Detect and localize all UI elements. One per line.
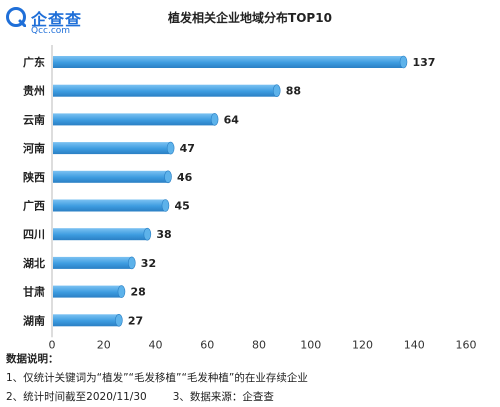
value-label: 32 — [141, 257, 156, 270]
bar-end-cap — [164, 170, 172, 184]
logo-site: Qcc.com — [31, 26, 71, 36]
chart-bars — [53, 55, 408, 327]
bar — [53, 84, 277, 97]
chart-labels: 广东 137 贵州 88 云南 64 河南 47 陕西 46 广西 45 四川 38 湖北 32 甘肃 28 湖南 2… — [23, 55, 435, 327]
value-label: 28 — [130, 286, 145, 299]
value-label: 88 — [286, 85, 301, 98]
bar-end-cap — [210, 113, 219, 126]
value-label: 47 — [180, 142, 195, 155]
category-label: 陕西 — [23, 170, 45, 184]
x-tick-label: 140 — [404, 338, 425, 351]
category-label: 云南 — [23, 112, 45, 126]
chart-axes: 0 20 40 60 80 100 120 140 160 — [49, 45, 477, 351]
bar — [53, 256, 132, 269]
bar-end-cap — [117, 285, 126, 298]
notes-heading: 数据说明： — [6, 353, 59, 365]
value-label: 46 — [177, 171, 193, 184]
category-label: 甘肃 — [23, 285, 45, 299]
bar — [53, 142, 171, 155]
logo: 企查查 Qcc.com — [6, 4, 116, 40]
company-logo-icon — [6, 7, 26, 27]
bar-end-cap — [143, 227, 152, 241]
x-tick-label: 80 — [252, 338, 266, 351]
category-label: 广东 — [23, 55, 45, 69]
category-label: 河南 — [23, 141, 45, 155]
bar-end-cap — [115, 313, 123, 327]
x-tick-label: 40 — [149, 338, 163, 351]
bar — [53, 285, 122, 298]
logo-name: 企查查 — [31, 10, 83, 29]
value-label: 27 — [128, 314, 143, 327]
x-tick-label: 100 — [300, 338, 321, 351]
category-label: 湖南 — [23, 313, 45, 327]
x-tick-label: 20 — [97, 338, 111, 351]
bar-end-cap — [399, 55, 408, 69]
value-label: 137 — [412, 56, 435, 69]
value-label: 45 — [174, 200, 189, 213]
x-tick-label: 160 — [456, 338, 477, 351]
note-item-3: 3、数据来源：企查查 — [172, 391, 274, 403]
value-label: 64 — [224, 113, 240, 126]
note-pair: 2、统计时间截至2020/11/30 3、数据来源：企查查 — [6, 388, 496, 407]
bar — [53, 113, 215, 126]
bar-end-cap — [128, 256, 136, 270]
chart-title: 植发相关企业地域分布TOP10 — [168, 11, 332, 25]
bar-end-cap — [166, 141, 175, 155]
note-item-1: 1、仅统计关键词为“植发”“毛发移植”“毛发种植”的在业存续企业 — [6, 372, 308, 384]
x-tick-label: 60 — [200, 338, 214, 351]
category-label: 四川 — [23, 228, 45, 241]
bar-end-cap — [161, 199, 170, 212]
value-label: 38 — [156, 228, 171, 241]
bar — [53, 170, 169, 183]
x-tick-label: 120 — [352, 338, 373, 351]
bar-end-cap — [272, 84, 281, 97]
bar — [53, 228, 148, 241]
bar — [53, 56, 404, 68]
data-notes: 数据说明： 1、仅统计关键词为“植发”“毛发移植”“毛发种植”的在业存续企业 2… — [6, 350, 496, 407]
category-label: 湖北 — [23, 256, 45, 270]
note-item-2: 2、统计时间截至2020/11/30 — [6, 391, 147, 403]
x-tick-label: 0 — [49, 338, 56, 351]
category-label: 贵州 — [23, 84, 45, 98]
bar — [53, 199, 166, 212]
category-label: 广西 — [23, 199, 45, 213]
bar — [53, 314, 119, 327]
